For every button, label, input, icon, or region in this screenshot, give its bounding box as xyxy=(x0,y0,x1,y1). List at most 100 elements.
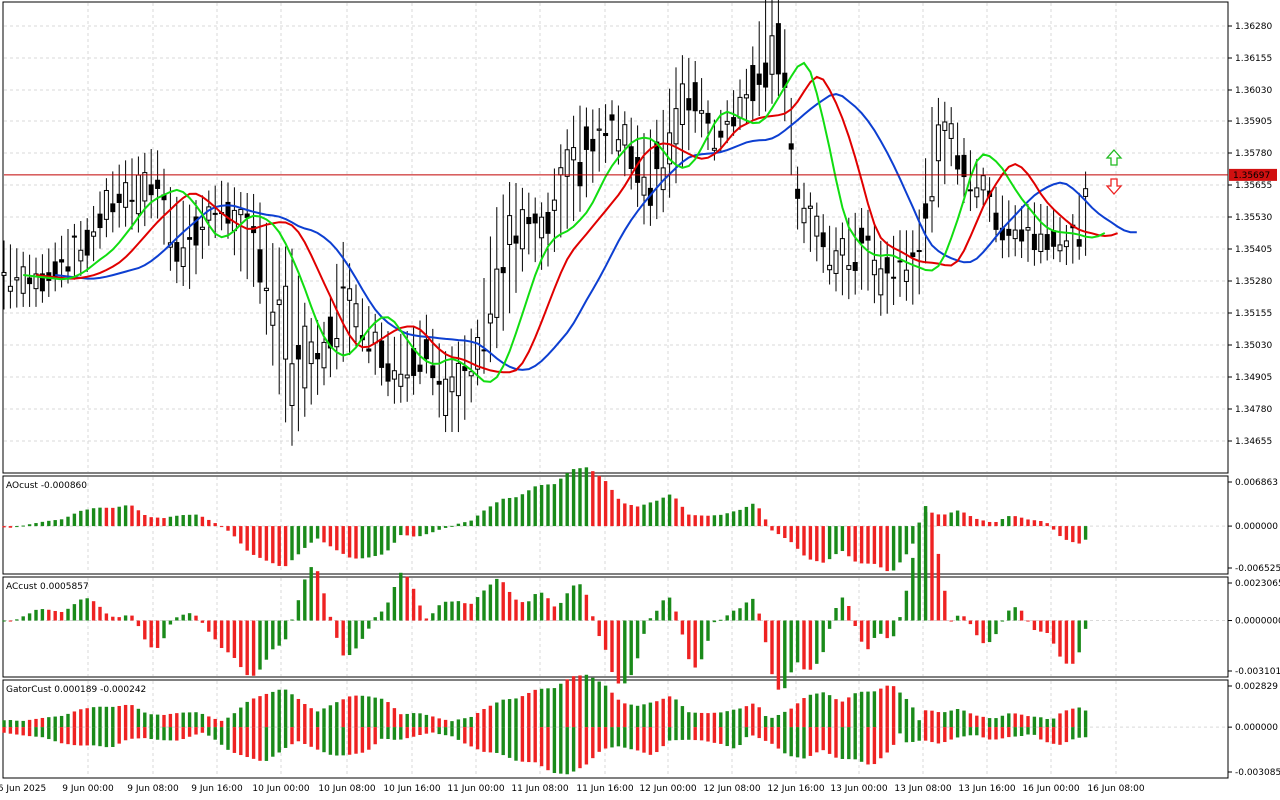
candle-body xyxy=(65,266,71,272)
gator-upper-bar xyxy=(335,702,339,728)
gator-upper-bar xyxy=(1026,716,1030,728)
indicator-tick-label: -0.0031010 xyxy=(1235,667,1280,677)
gator-lower-bar xyxy=(597,727,601,752)
gator-upper-bar xyxy=(239,707,243,728)
histogram-bar xyxy=(2,526,6,528)
gator-upper-bar xyxy=(290,694,294,728)
histogram-bar xyxy=(552,484,557,527)
gator-lower-bar xyxy=(437,727,441,735)
gator-upper-bar xyxy=(597,681,601,728)
gator-lower-bar xyxy=(213,727,217,740)
gator-lower-bar xyxy=(136,727,141,739)
candle xyxy=(763,0,769,112)
histogram-bar xyxy=(175,617,179,621)
gator-lower-bar xyxy=(789,727,793,757)
gator-lower-bar xyxy=(1071,727,1075,740)
histogram-bar xyxy=(930,512,934,527)
histogram-bar xyxy=(559,602,563,621)
gator-upper-bar xyxy=(322,708,326,728)
gator-lower-bar xyxy=(475,727,480,750)
candle xyxy=(750,46,756,120)
gator-lower-bar xyxy=(603,727,608,749)
candle-body xyxy=(635,157,641,183)
candle xyxy=(814,202,820,262)
histogram-bar xyxy=(347,620,352,656)
candle-body xyxy=(276,299,282,306)
gator-lower-bar xyxy=(1045,727,1049,743)
histogram-bar xyxy=(123,505,128,527)
candle xyxy=(366,306,372,364)
gator-lower-bar xyxy=(507,727,512,758)
gator-upper-bar xyxy=(738,708,742,728)
gator-upper-bar xyxy=(283,689,288,728)
candle xyxy=(609,100,615,155)
candle xyxy=(443,351,449,433)
gator-upper-bar xyxy=(911,707,915,728)
gator-upper-bar xyxy=(258,696,262,728)
histogram-bar xyxy=(379,526,384,555)
gator-upper-bar xyxy=(955,708,960,728)
candle-body xyxy=(7,285,13,292)
gator-upper-bar xyxy=(623,703,627,728)
gator-upper-bar xyxy=(975,715,979,728)
histogram-bar xyxy=(680,620,685,635)
candle xyxy=(929,106,935,233)
histogram-bar xyxy=(232,526,237,537)
histogram-bar xyxy=(1051,620,1056,644)
histogram-bar xyxy=(1051,526,1056,530)
price-tick-label: 1.35405 xyxy=(1235,245,1272,255)
candle-body xyxy=(756,73,762,85)
gator-lower-bar xyxy=(2,727,6,733)
histogram-bar xyxy=(431,526,435,533)
candle-body xyxy=(443,378,449,416)
histogram-bar xyxy=(34,609,38,621)
candle-body xyxy=(724,120,730,125)
gator-upper-bar xyxy=(853,693,857,728)
candle xyxy=(238,192,244,272)
candle xyxy=(353,284,359,349)
histogram-bar xyxy=(1007,516,1011,527)
gator-lower-bar xyxy=(411,727,416,737)
price-tick-label: 1.35030 xyxy=(1235,341,1272,351)
gator-upper-bar xyxy=(520,696,525,728)
candle xyxy=(884,241,890,314)
candle xyxy=(142,152,148,227)
candle-body xyxy=(430,365,436,379)
gator-lower-bar xyxy=(200,727,205,733)
histogram-bar xyxy=(731,610,736,621)
gator-lower-bar xyxy=(488,727,493,753)
candle-body xyxy=(1083,188,1089,197)
histogram-bar xyxy=(603,620,608,650)
gator-upper-bar xyxy=(943,712,947,728)
histogram-bar xyxy=(802,620,806,670)
candle xyxy=(724,100,730,144)
histogram-bar xyxy=(456,601,461,621)
gator-lower-bar xyxy=(47,727,51,740)
histogram-bar xyxy=(648,618,653,621)
gator-upper-bar xyxy=(808,694,813,728)
histogram-bar xyxy=(66,608,70,621)
gator-lower-bar xyxy=(328,727,333,755)
candle xyxy=(327,295,333,378)
gator-upper-bar xyxy=(968,713,973,728)
gator-upper-bar xyxy=(610,692,614,728)
gator-upper-bar xyxy=(15,720,19,728)
pane-frame-2 xyxy=(2,576,1229,678)
gator-lower-bar xyxy=(623,727,627,748)
candle-body xyxy=(391,370,397,380)
candle xyxy=(935,97,941,208)
candle-body xyxy=(622,124,628,146)
gator-lower-bar xyxy=(379,727,384,739)
histogram-bar xyxy=(47,520,51,527)
histogram-bar xyxy=(277,526,281,566)
candle xyxy=(1,240,7,310)
candle xyxy=(155,150,161,219)
histogram-bar xyxy=(53,610,57,621)
histogram-bar xyxy=(1039,520,1043,527)
gator-upper-bar xyxy=(315,711,320,728)
indicator-tick-label: 0.000000 xyxy=(1235,723,1278,733)
gator-lower-bar xyxy=(335,727,339,756)
candle xyxy=(775,0,781,97)
candle-body xyxy=(513,235,519,244)
